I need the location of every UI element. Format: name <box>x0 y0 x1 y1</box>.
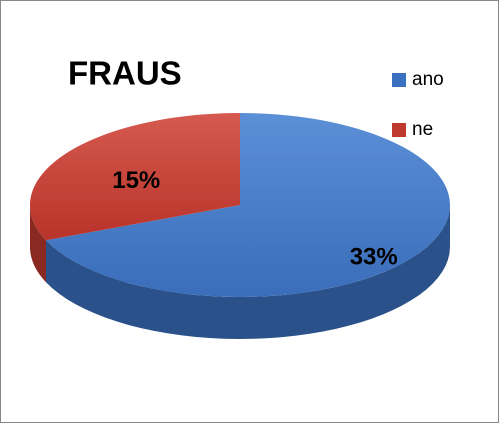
data-label: 15% <box>112 167 160 194</box>
legend-swatch <box>392 123 406 137</box>
legend-label: ne <box>412 119 433 140</box>
legend-label: ano <box>412 69 444 90</box>
slice <box>30 113 241 241</box>
slice-side <box>46 205 450 339</box>
slice <box>45 113 451 298</box>
chart-title: FRAUS <box>68 55 182 92</box>
slice-side <box>30 205 46 283</box>
data-label: 33% <box>350 244 398 271</box>
legend-swatch <box>392 73 406 87</box>
